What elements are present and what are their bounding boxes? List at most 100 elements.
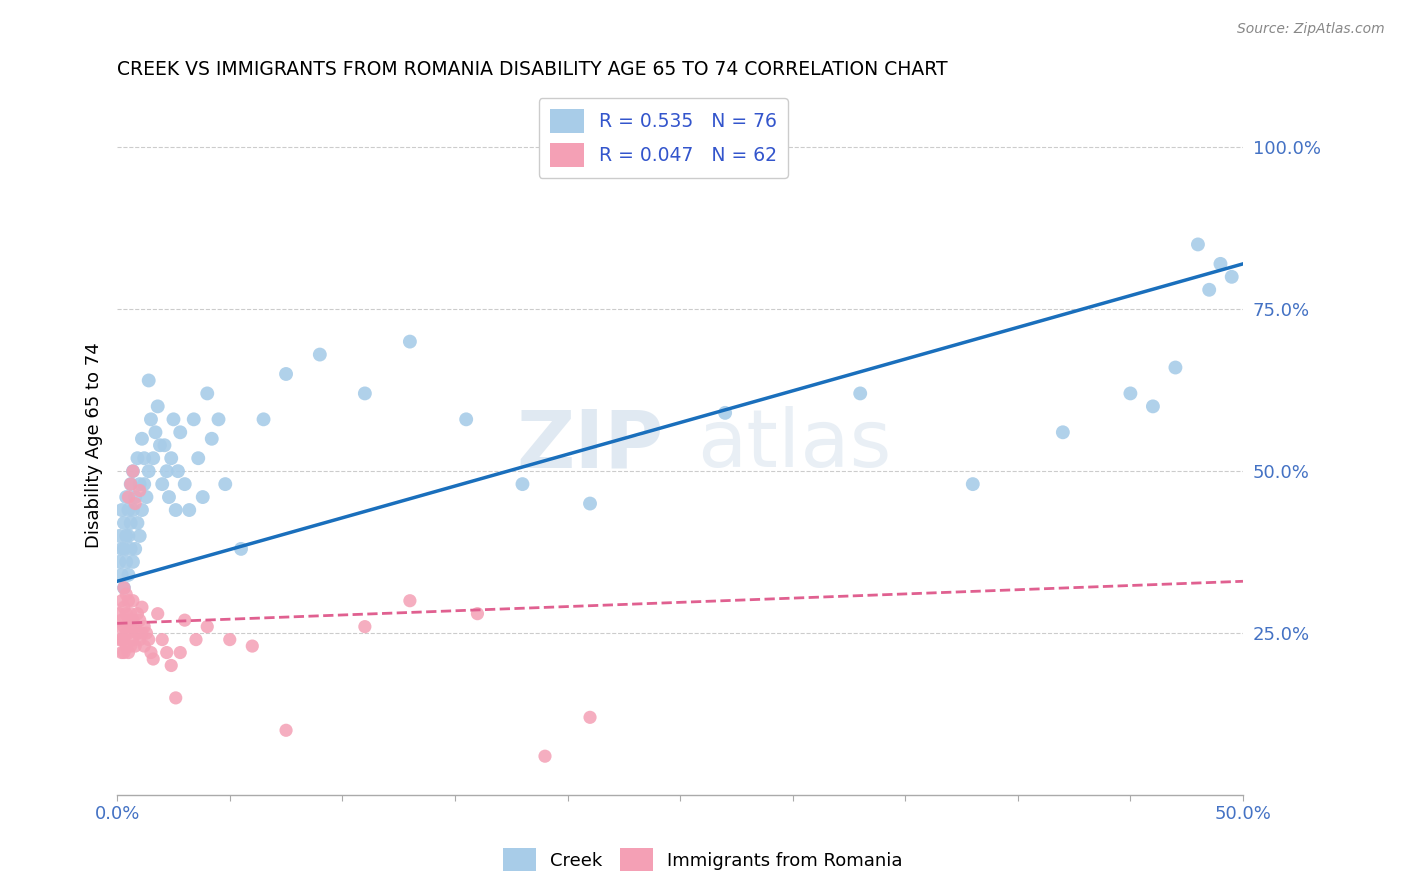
Point (115, 607, 138, 621)
Point (117, 646, 139, 660)
Point (156, 464, 179, 478)
Point (579, 497, 602, 511)
Text: Source: ZipAtlas.com: Source: ZipAtlas.com (1237, 22, 1385, 37)
Point (122, 555, 145, 569)
Point (146, 607, 169, 621)
Point (117, 567, 139, 582)
Point (160, 451, 183, 466)
Point (127, 607, 149, 621)
Point (184, 632, 207, 647)
Point (128, 529, 150, 543)
Point (1142, 400, 1164, 414)
Point (112, 581, 135, 595)
Point (112, 581, 135, 595)
Point (127, 516, 149, 530)
Point (111, 646, 134, 660)
Point (354, 620, 377, 634)
Point (714, 406, 737, 420)
Point (127, 626, 149, 640)
Point (191, 490, 214, 504)
Point (252, 412, 274, 426)
Legend: Creek, Immigrants from Romania: Creek, Immigrants from Romania (496, 841, 910, 879)
Point (153, 438, 176, 452)
Point (165, 690, 187, 705)
Point (120, 477, 142, 491)
Point (117, 490, 139, 504)
Point (108, 555, 131, 569)
Point (122, 613, 145, 627)
Point (120, 477, 142, 491)
Point (173, 477, 195, 491)
Point (134, 620, 156, 634)
Text: atlas: atlas (697, 406, 891, 484)
Text: CREEK VS IMMIGRANTS FROM ROMANIA DISABILITY AGE 65 TO 74 CORRELATION CHART: CREEK VS IMMIGRANTS FROM ROMANIA DISABIL… (117, 60, 948, 78)
Point (112, 646, 135, 660)
Point (169, 646, 191, 660)
Point (139, 412, 162, 426)
Point (156, 646, 179, 660)
Point (112, 620, 135, 634)
Point (124, 490, 146, 504)
Point (157, 490, 180, 504)
Text: ZIP: ZIP (516, 406, 664, 484)
Point (162, 412, 184, 426)
Point (131, 432, 153, 446)
Point (122, 593, 145, 607)
Point (117, 529, 139, 543)
Point (128, 613, 150, 627)
Point (108, 529, 131, 543)
Point (131, 503, 153, 517)
Point (456, 412, 478, 426)
Point (122, 503, 145, 517)
Point (134, 477, 156, 491)
Point (169, 425, 191, 440)
Point (128, 632, 150, 647)
Point (115, 555, 138, 569)
Point (120, 607, 142, 621)
Point (127, 451, 149, 466)
Point (1052, 425, 1074, 440)
Point (308, 347, 330, 361)
Point (142, 451, 165, 466)
Point (128, 477, 150, 491)
Point (150, 632, 173, 647)
Point (108, 607, 131, 621)
Point (146, 400, 169, 414)
Point (112, 516, 135, 530)
Point (1220, 269, 1243, 284)
Point (122, 464, 145, 478)
Point (512, 477, 534, 491)
Point (214, 477, 236, 491)
Point (115, 490, 138, 504)
Point (111, 503, 134, 517)
Point (124, 620, 146, 634)
Point (142, 652, 165, 666)
Point (534, 749, 557, 764)
Point (135, 490, 157, 504)
Point (173, 613, 195, 627)
Point (111, 593, 134, 607)
Point (1187, 237, 1209, 252)
Point (117, 613, 139, 627)
Point (115, 587, 138, 601)
Point (1164, 360, 1187, 375)
Point (124, 541, 146, 556)
Point (240, 639, 263, 653)
Point (108, 632, 131, 647)
Point (117, 503, 139, 517)
Point (354, 386, 377, 401)
Point (179, 503, 201, 517)
Point (112, 600, 135, 615)
Point (134, 451, 156, 466)
Point (962, 477, 984, 491)
Point (111, 632, 134, 647)
Point (117, 593, 139, 607)
Point (149, 438, 172, 452)
Point (218, 632, 240, 647)
Point (112, 632, 135, 647)
Point (115, 626, 138, 640)
Point (138, 632, 160, 647)
Point (399, 334, 422, 349)
Point (139, 646, 162, 660)
Point (134, 639, 156, 653)
